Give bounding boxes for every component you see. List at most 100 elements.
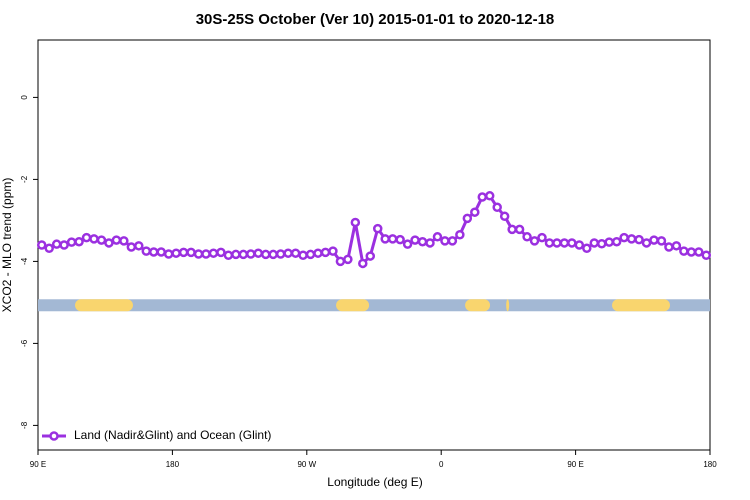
data-point (313, 248, 323, 258)
data-point (260, 249, 271, 260)
data-point (238, 249, 249, 260)
data-point (499, 211, 510, 222)
x-tick-label: 180 (166, 460, 180, 469)
data-point (417, 236, 428, 247)
data-point (89, 234, 99, 244)
data-point (178, 247, 189, 258)
data-point (574, 240, 585, 250)
data-point (492, 202, 502, 213)
data-point (589, 238, 600, 248)
data-point (641, 238, 652, 248)
x-tick-label: 90 E (567, 460, 583, 469)
chart-title: 30S-25S October (Ver 10) 2015-01-01 to 2… (196, 11, 555, 28)
data-point (96, 235, 107, 245)
x-tick-label: 90 W (297, 460, 316, 469)
data-point (582, 243, 592, 254)
data-point (193, 249, 204, 259)
legend-marker (49, 431, 59, 441)
y-axis-label: XCO2 - MLO trend (ppm) (0, 178, 14, 313)
data-point (320, 247, 331, 258)
data-point (66, 237, 77, 247)
land-segment (506, 299, 510, 312)
data-point (343, 254, 353, 265)
data-point (350, 217, 361, 228)
y-tick-label: -6 (20, 339, 29, 347)
data-point (514, 224, 525, 235)
data-point (656, 236, 667, 246)
data-point (671, 241, 682, 251)
data-point (395, 234, 405, 245)
data-point (559, 238, 570, 248)
data-point (425, 238, 435, 248)
data-point (477, 192, 488, 202)
data-point (208, 248, 219, 258)
data-point (74, 236, 84, 247)
land-segment (336, 299, 370, 312)
data-point (537, 232, 547, 243)
data-point (664, 242, 674, 252)
data-point (387, 234, 398, 244)
data-point (156, 247, 166, 257)
data-point (634, 234, 644, 245)
data-point (604, 237, 614, 247)
y-tick-label: 0 (20, 95, 29, 100)
data-point (529, 236, 540, 246)
data-point (358, 258, 368, 269)
data-point (432, 232, 443, 242)
data-point (455, 230, 465, 240)
data-point (619, 232, 629, 243)
y-tick-label: -8 (20, 421, 29, 429)
y-tick-label: -2 (20, 175, 29, 183)
data-point (626, 234, 637, 244)
data-point (148, 247, 159, 257)
data-point (298, 250, 308, 260)
data-point (246, 249, 256, 259)
data-point (126, 242, 137, 252)
data-point (36, 240, 47, 250)
data-point (611, 236, 622, 247)
data-point (104, 238, 114, 248)
land-segment (612, 299, 670, 312)
data-point (59, 240, 69, 250)
data-point (335, 256, 346, 267)
data-point (328, 246, 338, 256)
data-point (268, 249, 278, 260)
data-point (462, 213, 473, 224)
data-point (223, 250, 234, 260)
data-point (111, 235, 122, 245)
x-tick-label: 0 (439, 460, 444, 469)
data-point (201, 249, 211, 259)
data-point (119, 236, 129, 246)
x-axis-label: Longitude (deg E) (327, 475, 422, 489)
data-point (216, 247, 226, 258)
data-point (544, 238, 555, 248)
data-point (694, 247, 704, 257)
x-tick-label: 180 (703, 460, 717, 469)
data-point (81, 232, 92, 243)
data-point (679, 246, 689, 256)
data-point (365, 251, 376, 261)
data-point (380, 234, 390, 244)
land-segment (465, 299, 491, 312)
data-point (567, 238, 577, 248)
data-point (44, 243, 54, 254)
data-point (290, 248, 301, 258)
data-point (507, 224, 517, 235)
data-point (522, 232, 532, 242)
data-point (253, 248, 264, 258)
land-segment (75, 299, 133, 312)
data-point (163, 249, 174, 259)
data-point (283, 248, 293, 258)
data-point (649, 235, 659, 245)
surface-band (38, 299, 710, 312)
data-point (686, 247, 697, 257)
data-point (305, 249, 316, 260)
data-point (484, 191, 495, 201)
data-point (171, 248, 181, 258)
data-point (701, 250, 712, 260)
data-point (134, 241, 144, 251)
data-point (470, 207, 480, 217)
y-tick-label: -4 (20, 257, 29, 265)
